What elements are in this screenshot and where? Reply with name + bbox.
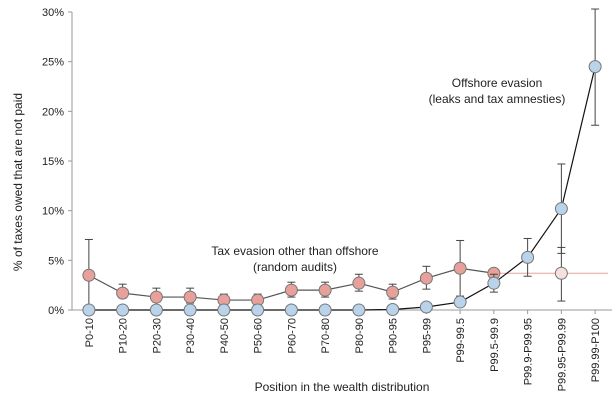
offshore-annotation-line2: (leaks and tax amnesties) [429, 92, 566, 106]
x-tick-label: P50-60 [253, 318, 265, 353]
y-tick-label: 25% [42, 57, 64, 69]
x-tick-label: P90-95 [388, 318, 400, 353]
x-tick-label: P99.95-P99.99 [556, 318, 568, 391]
offshore_evasion-point [183, 303, 197, 317]
x-tick-label: P60-70 [286, 318, 298, 353]
series-line [88, 66, 596, 311]
x-tick-label: P40-50 [219, 318, 231, 353]
offshore_evasion-point [217, 303, 231, 317]
y-axis-title: % of taxes owed that are not paid [11, 93, 25, 271]
x-tick-label: P20-30 [151, 318, 163, 353]
other-evasion-annotation-line1: Tax evasion other than offshore [211, 244, 379, 258]
offshore_evasion-point [318, 303, 332, 317]
offshore_evasion-point [82, 303, 96, 317]
tax_evasion_other-point [419, 271, 433, 285]
y-tick-label: 20% [42, 106, 64, 118]
offshore_evasion-point [588, 60, 602, 74]
x-tick-label: P30-40 [185, 318, 197, 353]
x-tick-label: P70-80 [320, 318, 332, 353]
x-axis-title: Position in the wealth distribution [255, 380, 430, 394]
tax_evasion_other-point [183, 290, 197, 304]
tax_evasion_other-point [284, 283, 298, 297]
offshore_evasion-point [419, 300, 433, 314]
y-tick-label: 10% [42, 206, 64, 218]
tax_evasion_other-point [149, 290, 163, 304]
offshore-annotation-line1: Offshore evasion [452, 76, 543, 90]
tax_evasion_other-point [453, 261, 467, 275]
x-tick-label: P99.9-P99.95 [523, 318, 535, 385]
offshore_evasion-point [116, 303, 130, 317]
tax_evasion_other-point [82, 268, 96, 282]
x-tick-label: P99.5-99.9 [489, 318, 501, 372]
offshore_evasion-point [284, 303, 298, 317]
offshore_evasion-point [386, 303, 400, 317]
x-tick-label: P0-10 [84, 318, 96, 347]
offshore_evasion-point [352, 303, 366, 317]
y-tick-label: 15% [42, 156, 64, 168]
x-tick-label: P10-20 [118, 318, 130, 353]
tax_evasion_other-point [386, 285, 400, 299]
x-tick-label: P95-99 [421, 318, 433, 353]
y-tick-label: 0% [48, 305, 64, 317]
offshore_evasion-point [149, 303, 163, 317]
tax_evasion_other-point [116, 286, 130, 300]
x-tick-label: P80-90 [354, 318, 366, 353]
x-tick-label: P99-99.5 [455, 318, 467, 363]
tax_evasion_other-point [554, 266, 568, 280]
other-evasion-annotation-line2: (random audits) [253, 260, 337, 274]
offshore_evasion-point [554, 202, 568, 216]
tax_evasion_other-point [318, 283, 332, 297]
y-axis: 0% 5% 10% 15% 20% 25% 30% [42, 7, 73, 317]
x-tick-label: P99.99-P100 [590, 318, 602, 382]
offshore_evasion-point [251, 303, 265, 317]
x-axis: P0-10 P10-20 P20-30 P30-40 P40-50 P50-60 P60-7… [72, 309, 612, 391]
tax_evasion_other-point [352, 276, 366, 290]
chart-marks [82, 8, 608, 317]
y-tick-label: 30% [42, 7, 64, 19]
offshore_evasion-point [487, 276, 501, 290]
y-tick-label: 5% [48, 255, 64, 267]
offshore_evasion-point [453, 295, 467, 309]
offshore_evasion-point [521, 250, 535, 264]
